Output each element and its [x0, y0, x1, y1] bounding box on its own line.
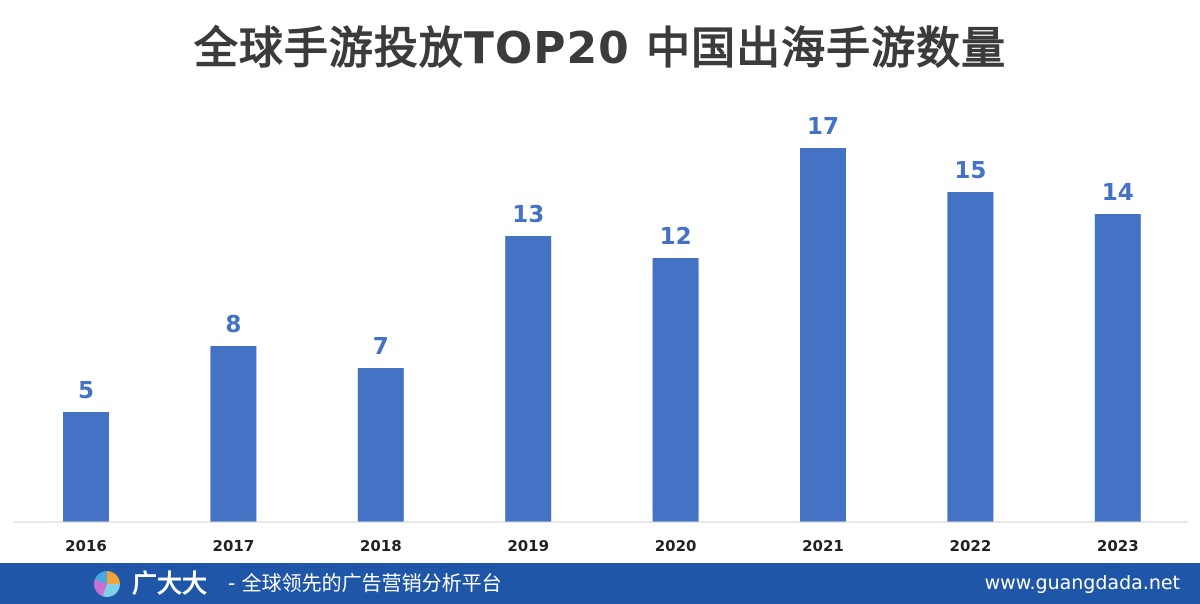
footer-bar: 广大大 - 全球领先的广告营销分析平台 www.guangdada.net [0, 563, 1200, 604]
x-tick-label-2016: 2016 [65, 537, 107, 555]
brand-name: 广大大 [132, 569, 208, 598]
bars-layer [63, 148, 1141, 522]
bar-2018 [357, 368, 404, 522]
bar-2020 [652, 258, 699, 522]
data-label-2019: 13 [512, 202, 544, 228]
x-tick-label-2017: 2017 [213, 537, 255, 555]
x-tick-label-2021: 2021 [802, 537, 844, 555]
data-label-2020: 12 [660, 224, 692, 250]
data-label-2018: 7 [373, 334, 389, 360]
data-label-2016: 5 [78, 378, 94, 404]
bar-2019 [505, 236, 552, 522]
bar-2016 [63, 412, 109, 522]
data-labels-layer: 5 8 7 13 12 17 15 14 [78, 114, 1134, 404]
brand-slogan: - 全球领先的广告营销分析平台 [228, 571, 502, 595]
x-tick-label-2022: 2022 [950, 537, 992, 555]
x-tick-labels: 2016 2017 2018 2019 2020 2021 2022 2023 [65, 537, 1139, 555]
data-label-2021: 17 [807, 114, 839, 140]
data-label-2022: 15 [954, 158, 986, 184]
bar-2022 [947, 192, 994, 522]
x-tick-label-2018: 2018 [360, 537, 402, 555]
bar-2021 [800, 148, 846, 522]
data-label-2023: 14 [1102, 180, 1134, 206]
website-link[interactable]: www.guangdada.net [984, 572, 1180, 594]
x-tick-label-2023: 2023 [1097, 537, 1139, 555]
bar-2023 [1094, 214, 1141, 522]
x-tick-label-2019: 2019 [507, 537, 549, 555]
chart-title: 全球手游投放TOP20 中国出海手游数量 [193, 23, 1007, 74]
bar-2017 [210, 346, 257, 522]
brand-logo-icon [94, 571, 120, 597]
data-label-2017: 8 [225, 312, 241, 338]
x-tick-label-2020: 2020 [655, 537, 697, 555]
